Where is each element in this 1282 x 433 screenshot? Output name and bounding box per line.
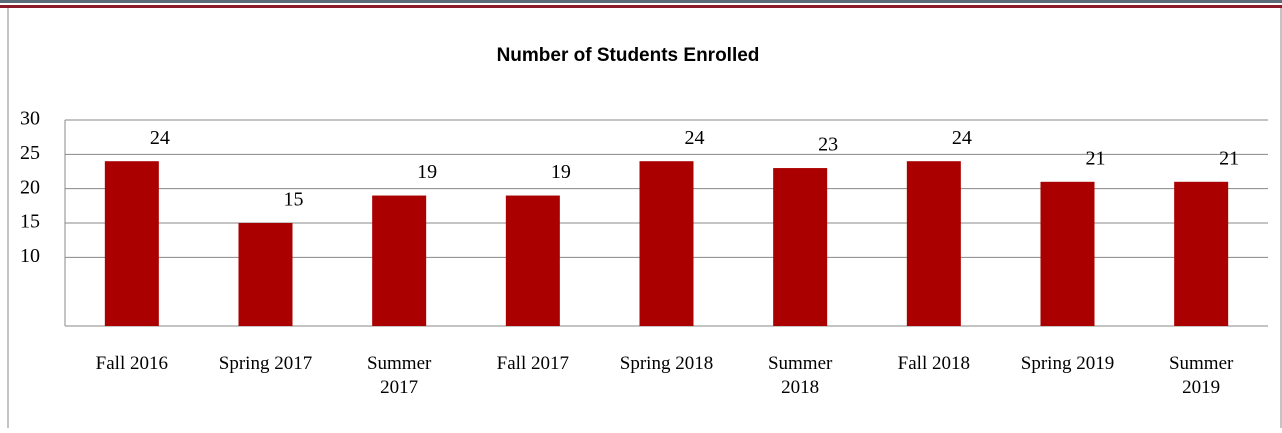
chart-title: Number of Students Enrolled [497, 45, 760, 66]
data-label: 21 [1219, 147, 1239, 169]
x-tick-label: Fall 2016 [95, 353, 168, 374]
data-label: 21 [1086, 147, 1106, 169]
bar [773, 168, 828, 326]
y-tick-label: 10 [20, 245, 40, 267]
y-tick-label: 25 [20, 142, 40, 164]
bar [639, 161, 694, 326]
bar [1174, 181, 1229, 326]
bar [1040, 181, 1095, 326]
bar [906, 161, 961, 326]
data-label: 19 [417, 161, 437, 183]
y-tick-label: 15 [20, 211, 40, 233]
bar [505, 195, 560, 326]
top-rule [0, 0, 1282, 3]
bar [238, 223, 293, 326]
data-label: 24 [685, 127, 705, 149]
data-label: 24 [150, 127, 170, 149]
x-tick-label: Summer 2019 [1168, 353, 1234, 398]
x-tick-label: Spring 2019 [1020, 353, 1115, 374]
bar [372, 195, 427, 326]
data-label: 24 [952, 127, 972, 149]
y-tick-label: 20 [20, 176, 40, 198]
x-tick-label: Summer 2017 [366, 353, 432, 398]
x-tick-label: Fall 2017 [496, 353, 569, 374]
x-tick-label: Spring 2017 [218, 353, 313, 374]
data-label: 19 [551, 161, 571, 183]
bar [104, 161, 159, 326]
x-tick-label: Summer 2018 [767, 353, 833, 398]
x-tick-label: Spring 2018 [619, 353, 714, 374]
x-tick-label: Fall 2018 [897, 353, 970, 374]
top-rule-accent [0, 5, 1282, 8]
data-label: 23 [818, 134, 838, 156]
y-tick-label: 30 [20, 108, 40, 130]
data-label: 15 [284, 189, 304, 211]
